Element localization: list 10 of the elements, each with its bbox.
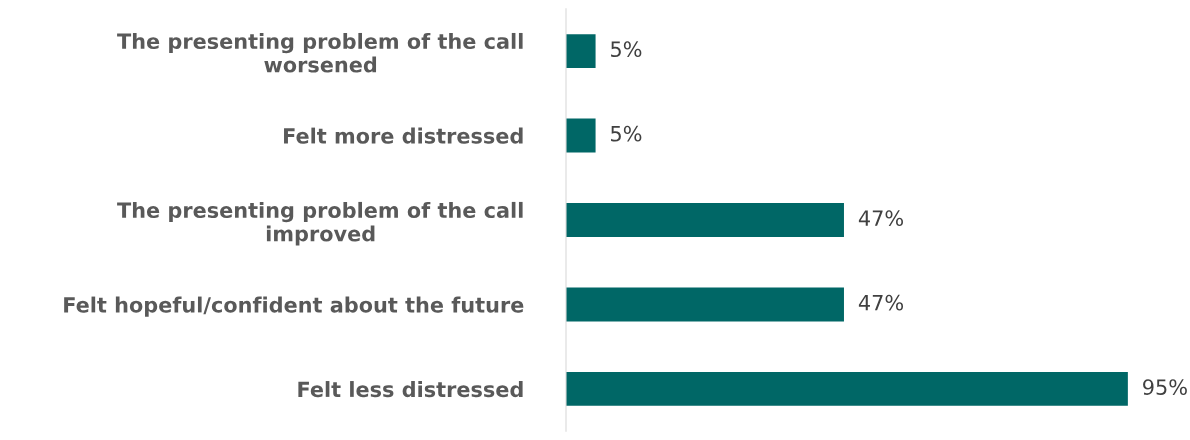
y-tick-label: The presenting problem of the call worsened xyxy=(117,32,523,73)
y-tick-label: Felt more distressed xyxy=(284,127,523,144)
y-tick-label: Felt hopeful/confident about the future xyxy=(64,296,524,317)
y-tick-label: The presenting problem of the call improved xyxy=(117,201,523,246)
data-label: 5% xyxy=(611,125,642,142)
y-tick-label: Felt less distressed xyxy=(298,381,523,398)
data-label: 5% xyxy=(611,41,642,58)
data-label: 47% xyxy=(858,294,904,311)
data-label: 95% xyxy=(1143,379,1187,395)
data-label: 47% xyxy=(858,210,904,227)
